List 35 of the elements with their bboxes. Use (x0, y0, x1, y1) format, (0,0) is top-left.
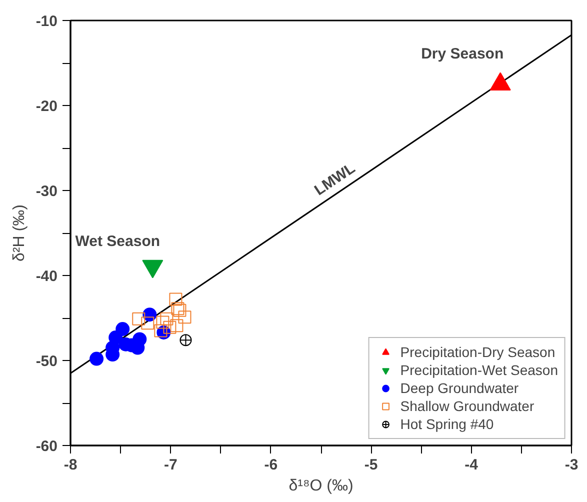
point (154, 324, 168, 338)
point (180, 334, 192, 346)
point (170, 319, 184, 332)
annotation: Wet Season (75, 233, 160, 250)
y-tick-label: -10 (36, 13, 58, 30)
point (141, 316, 154, 330)
y-tick-label: -20 (36, 98, 58, 115)
x-tick-label: -7 (164, 456, 178, 474)
x-tick-label: -6 (264, 456, 278, 474)
legend-label: Hot Spring #40 (400, 416, 494, 432)
legend-label: Precipitation-Dry Season (400, 344, 556, 360)
point (116, 322, 130, 336)
y-tick-label: -30 (36, 183, 58, 200)
x-tick-label: -4 (464, 456, 479, 474)
legend-label: Shallow Groundwater (400, 398, 534, 414)
legend-label: Deep Groundwater (400, 380, 519, 396)
x-tick-label: -3 (564, 456, 578, 474)
y-axis-title: δ²H (‰) (10, 204, 28, 262)
x-tick-label: -8 (64, 456, 78, 474)
y-tick-label: -50 (36, 353, 58, 370)
point (178, 310, 192, 324)
point (156, 316, 170, 329)
x-axis-title: δ¹⁸O (‰) (288, 478, 354, 494)
annotation: Dry Season (421, 45, 504, 62)
point (490, 72, 511, 91)
legend-label: Precipitation-Wet Season (400, 362, 558, 378)
y-tick-label: -60 (36, 438, 58, 455)
x-tick-label: -5 (364, 456, 378, 474)
point (163, 320, 176, 334)
point (169, 292, 182, 306)
point (90, 352, 104, 366)
y-tick-label: -40 (36, 268, 58, 285)
point (132, 332, 147, 346)
point (160, 312, 174, 326)
point (132, 312, 146, 326)
